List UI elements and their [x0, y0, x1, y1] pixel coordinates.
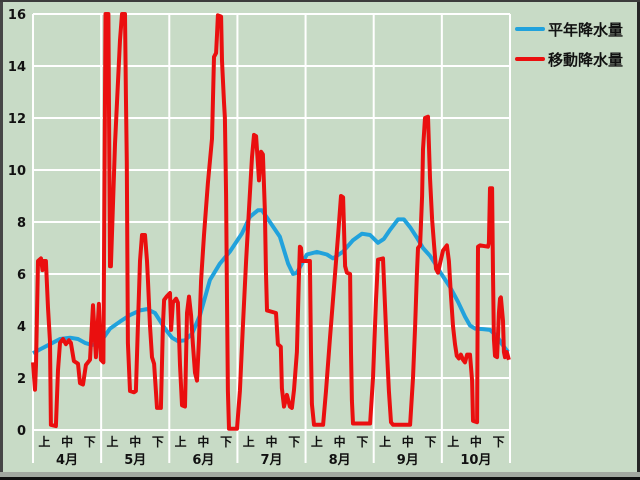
x-axis-period-label: 上: [243, 434, 255, 449]
x-axis-month-label: 10月: [460, 453, 491, 468]
x-axis-period-label: 上: [38, 434, 50, 449]
x-axis-period-label: 上: [311, 434, 323, 449]
x-axis-period-label: 中: [61, 434, 73, 449]
x-axis-period-label: 下: [356, 435, 368, 449]
x-axis-period-label: 下: [288, 435, 300, 449]
panel-bottom-bevel: [0, 472, 640, 477]
x-axis-period-label: 上: [379, 434, 391, 449]
legend-label-moving: 移動降水量: [548, 50, 624, 69]
x-axis-period-label: 中: [402, 434, 414, 449]
x-axis-month-label: 6月: [192, 453, 214, 468]
y-axis-tick-label: 8: [17, 216, 26, 231]
x-axis-period-label: 下: [220, 435, 232, 449]
x-axis-month-label: 8月: [329, 453, 351, 468]
x-axis-period-label: 下: [493, 435, 505, 449]
y-axis-tick-label: 2: [17, 372, 26, 387]
y-axis-tick-label: 10: [8, 164, 26, 179]
y-axis-tick-label: 6: [17, 268, 26, 283]
panel-bottom-border: [0, 477, 640, 480]
y-axis-tick-label: 16: [8, 8, 26, 23]
x-axis-period-label: 上: [447, 434, 459, 449]
x-axis-month-label: 4月: [56, 453, 78, 468]
y-axis-tick-label: 12: [8, 112, 26, 127]
x-axis-month-label: 7月: [260, 453, 282, 468]
legend-label-normal: 平年降水量: [548, 20, 624, 39]
x-axis-period-label: 中: [129, 434, 141, 449]
x-axis-period-label: 中: [334, 434, 346, 449]
x-axis-period-label: 上: [175, 434, 187, 449]
normal-line-swatch: [515, 27, 545, 31]
y-axis-tick-label: 14: [8, 60, 26, 75]
moving-line-swatch: [515, 57, 545, 61]
x-axis-period-label: 中: [197, 434, 209, 449]
x-axis-period-label: 下: [424, 435, 436, 449]
x-axis-period-label: 上: [106, 434, 118, 449]
y-axis-tick-label: 4: [17, 320, 26, 335]
y-axis-tick-label: 0: [17, 424, 26, 439]
series-moving-precipitation-line: [31, 12, 511, 431]
x-axis-period-label: 中: [470, 434, 482, 449]
x-axis-period-label: 下: [84, 435, 96, 449]
legend: 平年降水量 移動降水量: [515, 17, 623, 77]
x-axis-period-label: 下: [152, 435, 164, 449]
legend-item-normal: 平年降水量: [515, 17, 623, 41]
x-axis-month-label: 9月: [397, 453, 419, 468]
x-axis-month-label: 5月: [124, 453, 146, 468]
x-axis-period-label: 中: [265, 434, 277, 449]
legend-item-moving: 移動降水量: [515, 47, 623, 71]
